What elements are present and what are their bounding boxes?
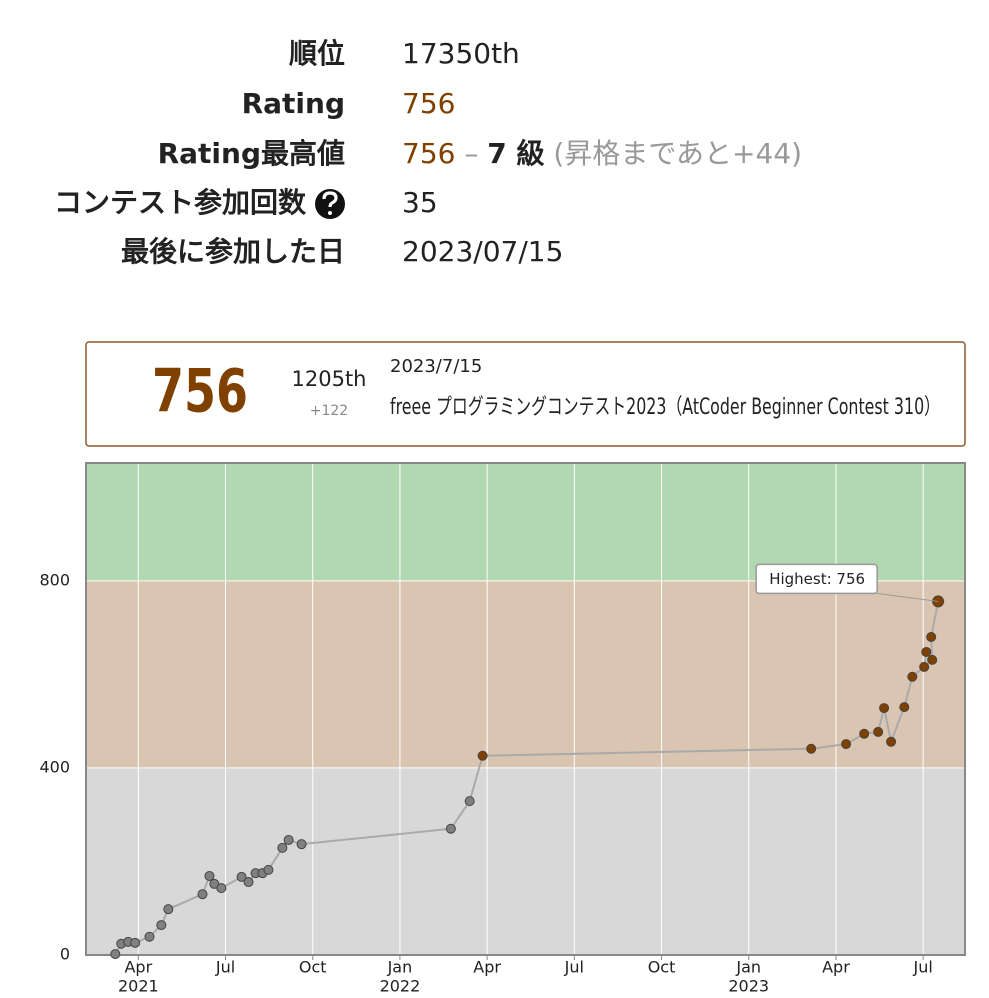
rating-point — [464, 796, 475, 807]
label: 順位 — [289, 37, 345, 70]
card-diff: +122 — [310, 403, 348, 419]
y-tick-label: 400 — [39, 757, 70, 776]
year-label: 2021 — [118, 977, 159, 996]
label: 最後に参加した日 — [121, 235, 345, 268]
label: コンテスト参加回数 — [54, 186, 307, 219]
rating-point — [156, 920, 167, 931]
rating-point — [873, 726, 884, 737]
value: 756 — [402, 87, 455, 120]
rating-point — [907, 671, 918, 682]
rating-point — [283, 834, 294, 845]
rating-point — [919, 661, 930, 672]
rating-point — [144, 931, 155, 942]
value: 2023/07/15 — [402, 235, 563, 268]
rating-point — [886, 736, 897, 747]
x-tick-label: Jul — [215, 958, 235, 977]
rating-point — [477, 750, 488, 761]
value: 756 — [402, 137, 455, 170]
label: Rating最高値 — [158, 137, 345, 170]
rating-point — [859, 728, 870, 739]
rating-point — [163, 904, 174, 915]
contest-card: 756 1205th +122 2023/7/15 freee プログラミングコ… — [85, 341, 966, 447]
annotation: Highest: 756 — [769, 570, 865, 588]
value: 35 — [402, 186, 438, 219]
y-tick-label: 800 — [39, 570, 70, 589]
rating-band — [86, 767, 965, 955]
x-tick-label: Oct — [648, 958, 676, 977]
rating-point — [216, 883, 227, 894]
annotation-box — [755, 563, 878, 595]
rating-band — [86, 463, 965, 581]
x-tick-label: Jan — [735, 958, 761, 977]
dash: – — [464, 137, 478, 170]
rating-point — [197, 889, 208, 900]
year-label: 2023 — [728, 977, 769, 996]
rating-point — [130, 937, 141, 948]
chart: Apr Jul Oct Jan Apr Jul Oct Jan Apr Jul 2021 2022 20… — [39, 462, 966, 996]
card-contest: freee プログラミングコンテスト2023（AtCoder Beginner … — [390, 395, 940, 420]
x-tick-label: Jan — [387, 958, 413, 977]
value: 17350th — [402, 37, 520, 70]
rating-point — [841, 739, 852, 750]
profile: 順位 17350th Rating 756 Rating最高値 756 – 7 … — [54, 37, 802, 268]
rating-point — [263, 864, 274, 875]
rating-band — [86, 580, 965, 768]
rating-point — [899, 702, 910, 713]
plot-frame — [85, 462, 966, 956]
x-tick-label: Apr — [473, 958, 501, 977]
x-tick-label: Apr — [124, 958, 152, 977]
rating-point — [926, 631, 937, 642]
value-line: 756 – 7 級 (昇格まであと+44) — [402, 137, 802, 170]
rating-point — [806, 743, 817, 754]
y-tick-label: 0 — [60, 945, 70, 964]
x-tick-label: Oct — [299, 958, 327, 977]
note: (昇格まであと+44) — [553, 137, 802, 170]
rating-point — [110, 949, 121, 960]
rank: 7 級 — [487, 137, 544, 170]
rating-point — [243, 877, 254, 888]
rating-point — [236, 871, 247, 882]
rating-point — [927, 654, 938, 665]
card-place: 1205th — [292, 367, 367, 391]
rating-point — [445, 823, 456, 834]
rating-point — [879, 703, 890, 714]
rating-point — [921, 646, 932, 657]
annotation-line — [877, 592, 939, 602]
year-label: 2022 — [380, 977, 421, 996]
x-tick-label: Jul — [912, 958, 932, 977]
rating-point — [277, 842, 288, 853]
label: Rating — [242, 87, 345, 120]
card-rating: 756 — [152, 357, 248, 427]
rating-point — [204, 870, 215, 881]
rating-point — [296, 839, 307, 850]
card-box — [85, 341, 966, 447]
help-icon[interactable] — [315, 189, 345, 219]
x-tick-label: Apr — [822, 958, 850, 977]
card-date: 2023/7/15 — [390, 356, 482, 377]
x-tick-label: Jul — [564, 958, 584, 977]
